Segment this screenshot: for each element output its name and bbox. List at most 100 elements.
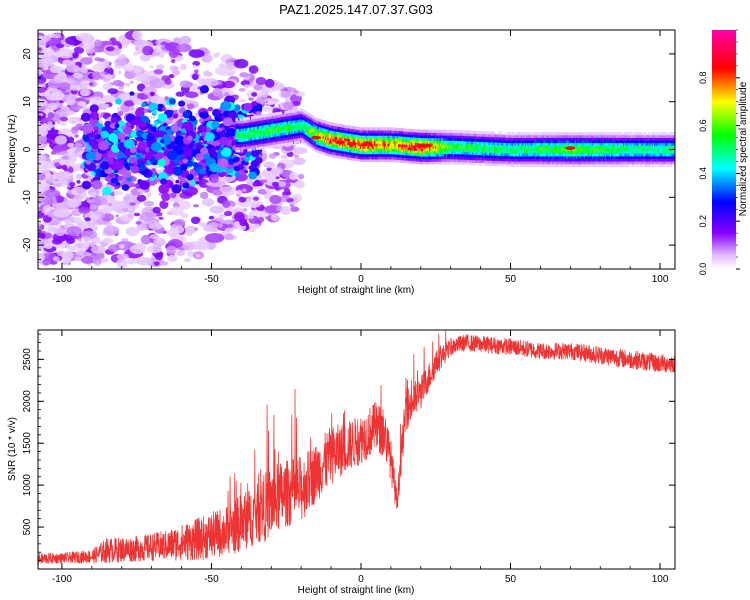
spectrogram-cell	[326, 126, 328, 130]
spectrogram-cell	[465, 148, 467, 152]
spectrogram-cell	[335, 128, 338, 132]
spectrogram-cell	[329, 145, 332, 149]
spectrogram-cell	[344, 132, 346, 136]
spectrogram-cell	[469, 159, 472, 163]
spectrogram-cell	[355, 157, 357, 162]
spectrogram-cell	[455, 132, 457, 136]
spectrogram-cell	[425, 135, 427, 139]
spectrogram-cell	[469, 162, 472, 166]
spectrogram-cell	[455, 156, 457, 160]
spectrogram-cell	[347, 151, 350, 155]
spectrogram-cell	[325, 133, 327, 137]
spectrogram-cell	[285, 139, 287, 143]
spectrogram-cell	[393, 130, 395, 134]
spectrogram-cell	[103, 225, 120, 236]
spectrogram-cell	[451, 140, 454, 144]
spectrogram-cell	[398, 143, 400, 147]
spectrogram-cell	[326, 123, 328, 127]
spectrogram-cell	[270, 129, 272, 133]
spectrogram-cell	[467, 162, 469, 166]
spectrogram-cell	[73, 218, 78, 223]
spectrogram-cell	[259, 136, 261, 140]
spectrogram-cell	[321, 135, 323, 139]
spectrogram-cell	[387, 132, 389, 136]
spectrogram-cell	[376, 127, 378, 131]
spectrogram-cell	[437, 140, 439, 144]
spectrogram-cell	[345, 143, 347, 147]
spectrogram-cell	[356, 145, 358, 149]
spectrogram-cell	[280, 111, 283, 115]
spectrogram-cell	[316, 133, 319, 137]
spectrogram-cell	[239, 133, 241, 137]
spectrogram-cell	[364, 145, 366, 149]
spectrogram-cell	[285, 116, 287, 120]
spectrogram-cell	[387, 158, 389, 163]
spectrogram-cell	[265, 142, 267, 147]
spectrogram-cell	[242, 117, 244, 121]
spectrogram-cell	[442, 145, 444, 149]
spectrogram-cell	[306, 121, 308, 125]
spectrogram-cell	[264, 124, 266, 128]
spectrogram-cell	[276, 117, 278, 121]
spectrogram-cell	[351, 146, 353, 150]
spectrogram-cell	[335, 139, 338, 143]
spectrogram-cell	[288, 128, 290, 132]
spectrogram-cell	[38, 160, 51, 170]
spectrogram-cell	[416, 139, 418, 144]
spectrogram-cell	[398, 146, 400, 150]
spectrogram-cell	[240, 144, 242, 148]
spectrogram-cell	[187, 103, 194, 110]
spectrogram-cell	[134, 116, 142, 124]
spectrogram-cell	[322, 146, 325, 150]
spectrogram-cell	[436, 137, 438, 141]
spectrogram-cell	[362, 151, 364, 155]
spectrogram-cell	[285, 129, 287, 133]
spectrogram-cell	[236, 189, 243, 195]
spectrogram-cell	[473, 133, 475, 137]
spectrogram-cell	[259, 122, 261, 126]
spectrogram-cell	[306, 124, 308, 128]
spectrogram-cell	[200, 191, 209, 199]
spectrogram-cell	[390, 153, 393, 157]
spectrogram-cell	[117, 175, 124, 181]
spectrogram-cell	[290, 112, 292, 116]
spectrogram-cell	[209, 205, 224, 214]
spectrogram-cell	[254, 142, 256, 146]
spectrogram-cell	[365, 153, 368, 157]
spectrogram-cell	[444, 150, 447, 154]
spectrogram-cell	[467, 146, 469, 150]
spectrogram-cell	[377, 135, 380, 139]
spectrogram-cell	[340, 132, 342, 136]
spectrogram-cell	[388, 140, 390, 144]
spectrogram-cell	[347, 156, 350, 160]
spectrogram-cell	[278, 122, 280, 126]
spectrogram-cell	[256, 131, 259, 135]
spectrogram-cell	[372, 143, 375, 147]
spectrogram-cell	[381, 140, 383, 144]
spectrogram-cell	[411, 131, 413, 135]
spectrogram-cell	[343, 148, 345, 152]
spectrogram-cell	[283, 101, 294, 110]
spectrogram-cell	[468, 141, 470, 145]
spectrogram-cell	[296, 130, 298, 134]
spectrogram-cell	[442, 158, 444, 162]
spectrogram-cell	[243, 117, 246, 121]
spectrogram-cell	[236, 120, 238, 124]
spectrogram-cell	[276, 133, 278, 137]
spectrogram-cell	[326, 128, 328, 133]
spectrogram-cell	[428, 158, 430, 162]
spectrogram-cell	[378, 143, 381, 147]
spectrogram-cell	[430, 156, 432, 160]
spectrogram-cell	[383, 148, 386, 152]
spectrogram-cell	[136, 194, 147, 202]
spectrogram-cell	[319, 126, 321, 130]
spectrogram-cell	[381, 153, 383, 157]
spectrogram-cell	[448, 161, 450, 165]
spectrogram-cell	[260, 117, 262, 121]
spectrogram-cell	[404, 136, 406, 140]
spectrogram-cell	[468, 130, 470, 134]
spectrogram-cell	[349, 154, 351, 158]
spectrogram-cell	[80, 230, 98, 240]
spectrogram-cell	[340, 147, 342, 151]
spectrogram-cell	[246, 122, 248, 126]
